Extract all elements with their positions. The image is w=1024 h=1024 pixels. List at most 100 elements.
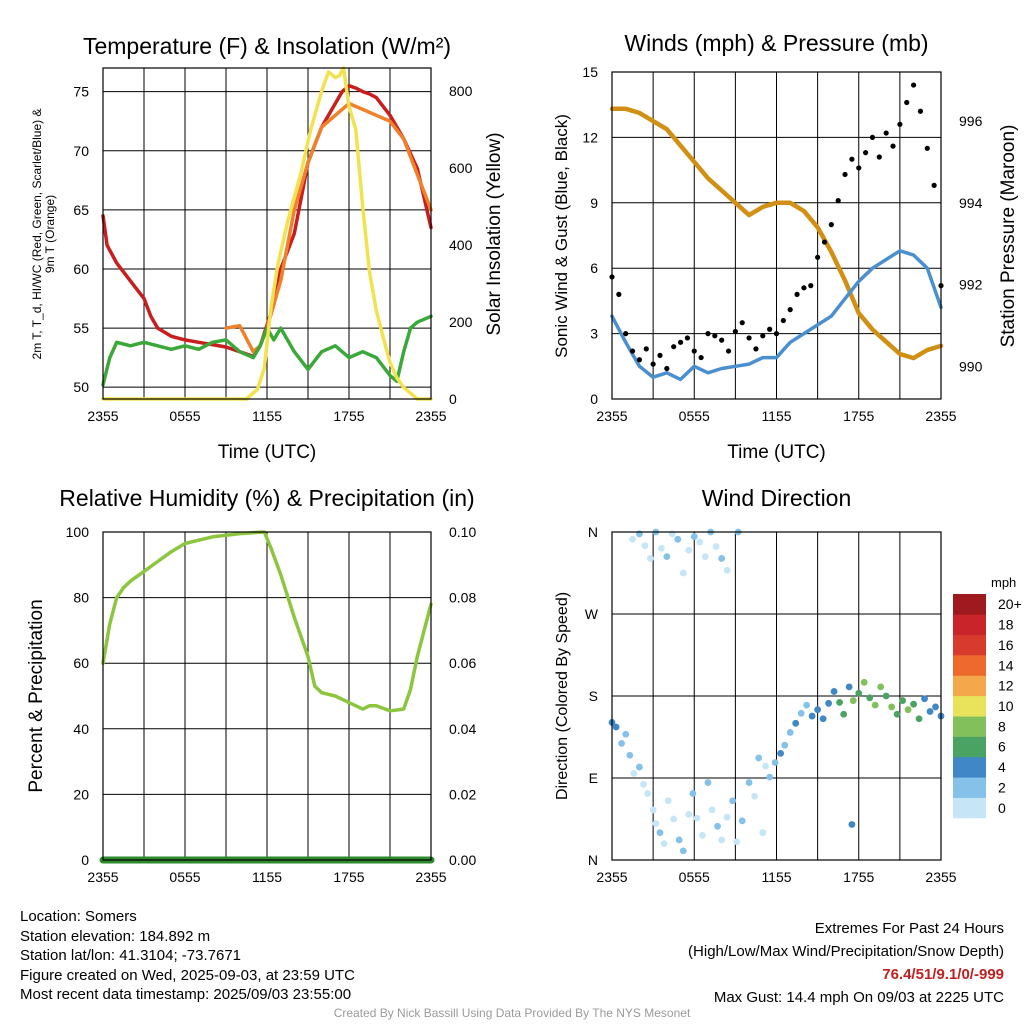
data-point [786,729,794,736]
gust-point [677,339,684,345]
gust-point [746,335,752,341]
data-point [689,790,697,797]
colorbar-title: mph [991,575,1016,590]
gust-points [609,82,944,372]
created-text: Figure created on Wed, 2025-09-03, at 23… [20,966,355,984]
data-point [921,695,928,703]
panel-2: Winds (mph) & Pressure (mb) 2355 0555 1155 1… [552,30,1019,463]
elevation-text: Station elevation: 184.892 m [20,927,211,945]
chart-title: Wind Direction [702,485,852,511]
y2-tick-label: 0 [449,391,457,407]
data-point [675,836,683,844]
y-axis-label: 2m T, T_d, HI/WC (Red, Green, Scarlet/Bl… [30,109,57,360]
y-tick-label: 60 [73,655,89,671]
data-point [701,553,709,560]
y2-tick-label: 0.00 [449,852,476,868]
y-axis-label: Percent & Precipitation [26,599,47,792]
gust-point [821,239,828,245]
data-point [777,750,785,757]
y2-tick-label: 400 [449,237,473,253]
y-tick-label: 20 [73,786,89,802]
chart-title: Relative Humidity (%) & Precipitation (i… [59,485,474,511]
colorbar-label: 8 [998,718,1006,734]
y2-tick-label: 0.08 [449,590,476,606]
gust-point [890,143,896,149]
extremes-info: Extremes For Past 24 Hours (High/Low/Max… [688,917,1004,1009]
x-tick-label: 2355 [415,408,446,424]
gust-point [849,156,855,162]
gust-point [629,348,636,354]
gust-point [705,331,711,337]
y-tick-label: 0 [81,852,89,868]
data-point [866,694,874,702]
colorbar-label: 18 [998,617,1014,633]
x-tick-label: 1755 [843,869,874,885]
data-point [910,700,917,708]
series-line-2 [610,249,943,382]
y-tick-label: 80 [73,590,89,606]
x-tick-label: 2355 [87,869,118,885]
series-line-2 [224,101,433,354]
data-point [657,545,665,552]
data-point [674,535,682,543]
data-point [814,706,822,714]
y-tick-label: 100 [66,524,90,540]
y2-tick-label: 990 [959,358,983,374]
location-text: Location: Somers [20,908,137,925]
gust-point [787,307,793,313]
data-point [849,697,857,704]
x-tick-label: 0555 [169,408,200,424]
gust-point [664,365,670,372]
y2-axis-label: Solar Insolation (Yellow) [484,132,505,335]
x-tick-label: 1155 [252,408,282,424]
gust-point [650,361,656,367]
data-point [840,710,848,718]
x-tick-label: 1755 [333,408,364,424]
y2-tick-label: 0.02 [449,786,476,802]
data-point [618,739,625,747]
x-tick-label: 2355 [925,869,956,885]
y-axis-label-line1: 2m T, T_d, HI/WC (Red, Green, Scarlet/Bl… [30,109,44,360]
data-point [830,688,838,695]
x-tick-label: 2355 [596,869,627,885]
y-tick-label: 15 [582,64,598,80]
gust-point [684,335,690,341]
colorbar-label: 10 [998,698,1014,714]
data-point [860,678,868,686]
extremes-legend: (High/Low/Max Wind/Precipitation/Snow De… [688,943,1004,960]
data-point [629,535,636,543]
gust-point [753,346,759,352]
data-point [640,780,647,788]
gust-point [691,348,697,354]
data-point [755,754,763,762]
data-point [693,814,701,822]
latlon-text: Station lat/lon: 41.3104; -73.7671 [20,947,242,964]
gust-point [904,99,910,106]
data-point [845,683,853,691]
colorbar-swatch [953,716,986,737]
max-gust-text: Max Gust: 14.4 mph On 09/03 at 2225 UTC [713,989,1004,1006]
y2-tick-label: 800 [449,83,473,99]
data-point [904,706,912,714]
data-point [738,817,746,825]
gust-point [643,346,649,352]
gust-point [760,333,766,339]
x-tick-label: 2355 [415,869,446,885]
gust-point [931,182,937,188]
x-tick-label: 0555 [679,869,710,885]
data-point [663,553,671,560]
gust-point [636,357,643,363]
gust-point [835,198,841,204]
y-tick-label: 50 [73,379,89,395]
x-tick-label: 1155 [761,869,791,885]
series-line-1 [101,530,433,713]
data-point [723,813,731,821]
data-point [649,806,657,814]
y-tick-label: E [589,770,598,786]
y-axis-label-line2: 9m T (Orange) [43,195,57,273]
colorbar-label: 14 [998,657,1014,673]
data-point [781,741,789,749]
gust-point [719,337,725,343]
data-point [626,751,634,759]
